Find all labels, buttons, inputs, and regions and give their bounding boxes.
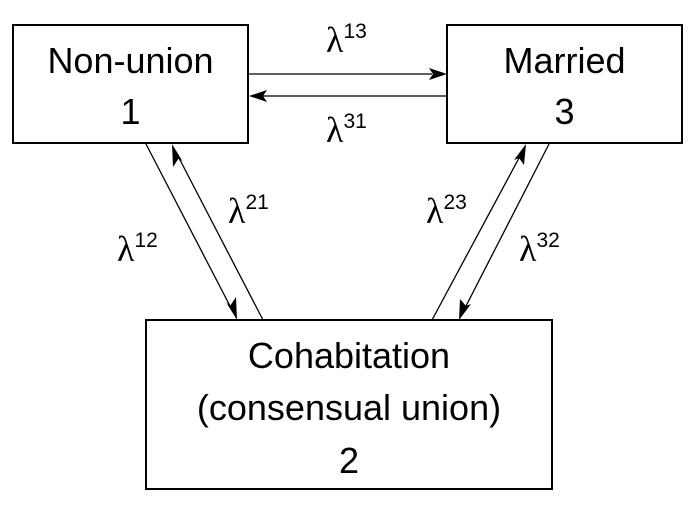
arrow-3-to-1	[249, 90, 446, 102]
state-married-name: Married	[503, 40, 625, 81]
state-married: Married 3	[446, 24, 683, 144]
rate-index-23: 23	[443, 191, 466, 214]
state-cohabitation: Cohabitation (consensual union) 2	[145, 319, 553, 490]
rate-index-32: 32	[536, 229, 559, 252]
rate-symbol-13: λ	[326, 20, 344, 60]
rate-symbol-12: λ	[117, 229, 135, 269]
rate-index-31: 31	[343, 110, 366, 133]
arrow-2-to-3	[431, 144, 526, 321]
state-nonunion-name: Non-union	[47, 40, 213, 81]
arrow-2-to-1	[172, 144, 264, 321]
state-nonunion-box	[12, 24, 249, 144]
state-cohabitation-box	[145, 319, 553, 490]
state-cohabitation-name: Cohabitation	[248, 335, 450, 376]
rate-symbol-21: λ	[228, 191, 246, 231]
rate-label-21: λ21	[228, 191, 269, 231]
rate-label-31: λ31	[326, 110, 367, 150]
state-married-box	[446, 24, 683, 144]
state-nonunion: Non-union 1	[12, 24, 249, 144]
rate-label-13: λ13	[326, 20, 367, 60]
state-married-number: 3	[554, 91, 574, 132]
arrow-1-to-2	[145, 143, 237, 320]
state-nonunion-number: 1	[120, 91, 140, 132]
rate-label-32: λ32	[519, 229, 560, 269]
rate-label-12: λ12	[117, 229, 158, 269]
arrow-3-to-2	[459, 143, 550, 320]
arrow-1-to-3	[249, 68, 447, 80]
rate-index-12: 12	[134, 229, 157, 252]
state-cohabitation-number: 2	[339, 440, 359, 481]
state-cohabitation-subtitle: (consensual union)	[197, 387, 501, 428]
rate-symbol-31: λ	[326, 110, 344, 150]
rate-symbol-23: λ	[426, 191, 444, 231]
rate-symbol-32: λ	[519, 229, 537, 269]
rate-index-13: 13	[343, 20, 366, 43]
rate-label-23: λ23	[426, 191, 467, 231]
rate-index-21: 21	[245, 191, 268, 214]
